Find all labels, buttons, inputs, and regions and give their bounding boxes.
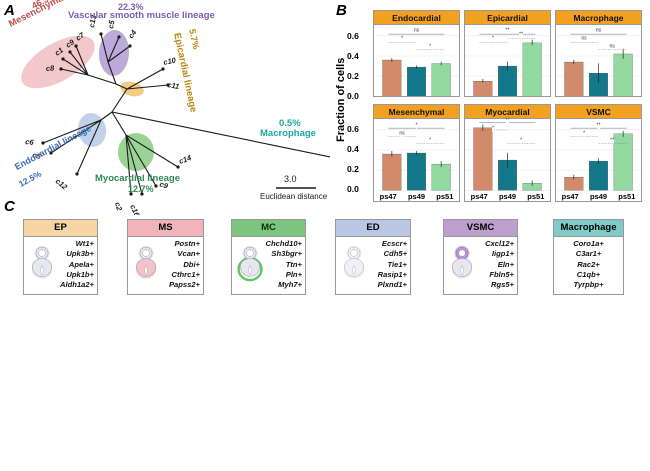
svg-text:c12: c12 — [54, 177, 70, 192]
svg-text:c4: c4 — [126, 27, 139, 40]
svg-text:c14: c14 — [178, 153, 194, 166]
svg-text:c16: c16 — [128, 203, 142, 215]
svg-text:Euclidean distance: Euclidean distance — [260, 192, 328, 201]
svg-text:c8: c8 — [46, 64, 56, 73]
svg-text:3.0: 3.0 — [284, 174, 297, 184]
svg-text:c6: c6 — [25, 137, 35, 147]
svg-text:c2: c2 — [113, 201, 124, 212]
svg-text:c11: c11 — [167, 80, 180, 91]
